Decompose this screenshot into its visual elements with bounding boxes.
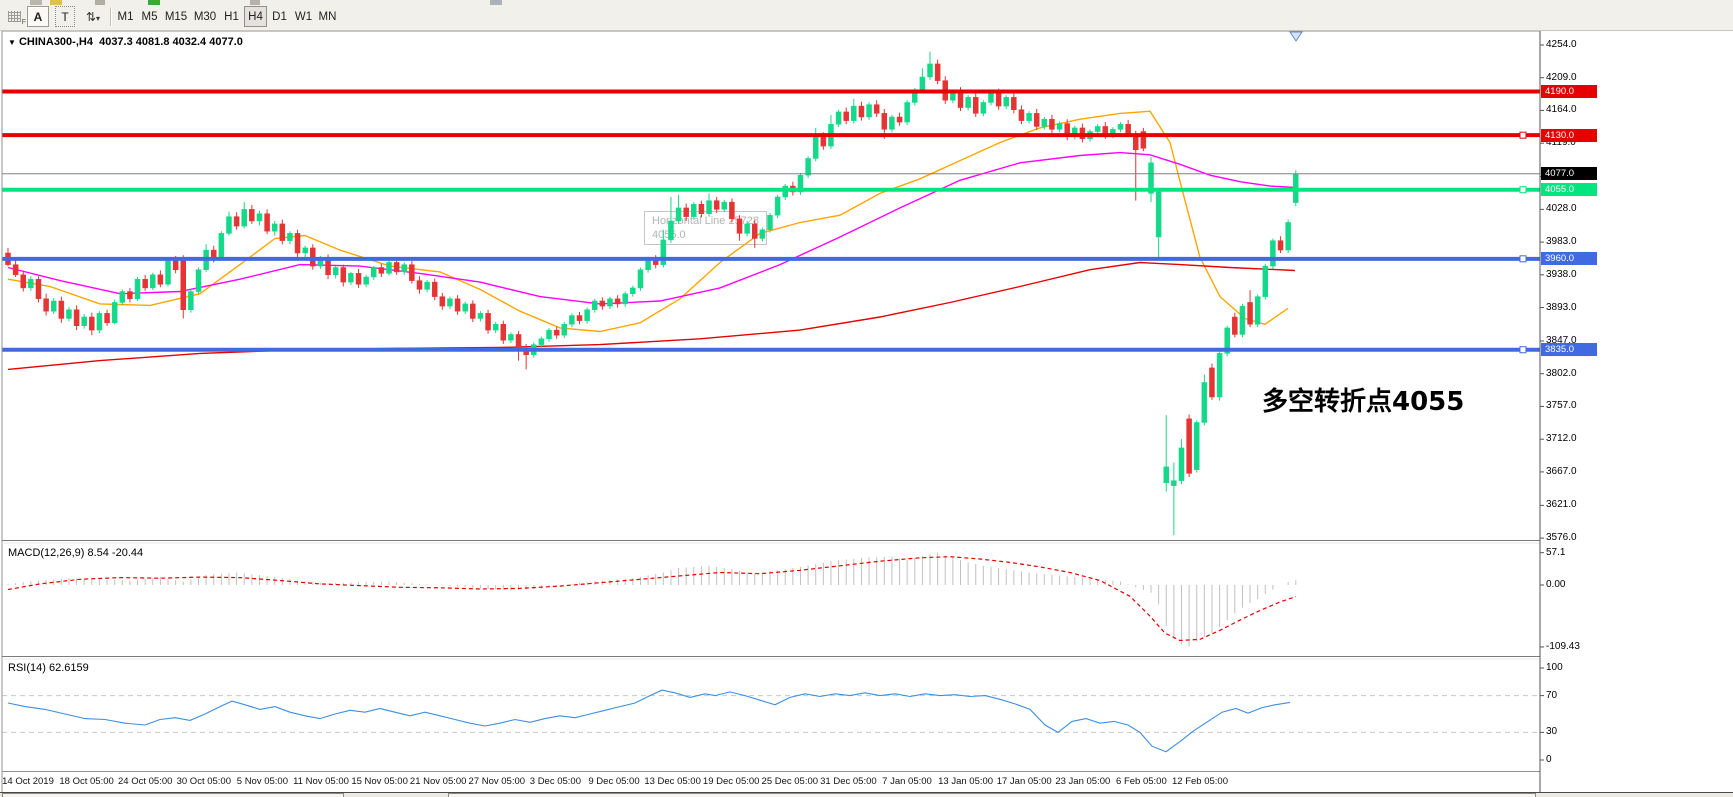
chart-tabs-strip[interactable] — [0, 793, 1733, 797]
timeframe-m30[interactable]: M30 — [191, 6, 219, 27]
chart-symbol: CHINA300-,H4 — [18, 36, 93, 48]
price-tick: 4209.0 — [1546, 71, 1577, 83]
time-tick: 13 Jan 05:00 — [938, 776, 994, 787]
price-badge-4130.0: 4130.0 — [1541, 128, 1597, 142]
price-badge-3960.0: 3960.0 — [1541, 252, 1597, 266]
time-tick: 12 Feb 05:00 — [1172, 776, 1228, 787]
price-badge-3835.0: 3835.0 — [1541, 343, 1597, 357]
timeframe-m15[interactable]: M15 — [162, 6, 190, 27]
tooltip-line1: Horizontal Line 25728 — [652, 215, 760, 227]
time-tick: 15 Nov 05:00 — [351, 776, 408, 787]
ma-slow-red — [7, 261, 1296, 371]
macd-signal-line — [7, 556, 1297, 642]
time-tick: 21 Nov 05:00 — [409, 776, 467, 787]
timeframe-h1[interactable]: H1 — [220, 6, 243, 27]
price-tick: 3621.0 — [1546, 499, 1577, 511]
price-tick: 3893.0 — [1546, 301, 1577, 313]
time-tick: 30 Oct 05:00 — [176, 776, 231, 787]
time-tick: 19 Dec 05:00 — [702, 776, 760, 787]
ohlc-low: 4032.4 — [172, 36, 207, 48]
time-tick: 25 Dec 05:00 — [761, 776, 819, 787]
rsi-line — [7, 689, 1291, 753]
rsi-tick: 70 — [1546, 689, 1558, 701]
turning-point-annotation: 多空转折点4055 — [1262, 387, 1465, 417]
ohlc-high: 4081.8 — [135, 36, 170, 48]
price-tick: 3757.0 — [1546, 400, 1577, 412]
price-badge-4055.0: 4055.0 — [1541, 183, 1597, 197]
object-tooltip: Horizontal Line 25728 4055.0 — [644, 211, 768, 245]
ohlc-close: 4077.0 — [209, 36, 243, 48]
toolbar: F A T ⇅▾ M1 M5 M15 M30 H1 H4 D1 W1 MN — [0, 0, 1733, 31]
symbol-dropdown-icon[interactable]: ▼ — [8, 38, 16, 47]
time-tick: 3 Dec 05:00 — [529, 776, 582, 787]
time-tick: 5 Nov 05:00 — [236, 776, 289, 787]
timeframe-h4[interactable]: H4 — [244, 6, 267, 27]
time-tick: 27 Nov 05:00 — [468, 776, 526, 787]
price-tick: 3712.0 — [1546, 433, 1577, 445]
timeframe-m5[interactable]: M5 — [138, 6, 161, 27]
macd-tick: 57.1 — [1546, 546, 1566, 558]
time-tick: 31 Dec 05:00 — [820, 776, 877, 787]
price-badge-4190.0: 4190.0 — [1541, 85, 1597, 99]
last-bar-marker — [1289, 31, 1303, 42]
price-tick: 4164.0 — [1546, 104, 1577, 116]
macd-label: MACD(12,26,9) 8.54 -20.44 — [8, 547, 144, 559]
timeframe-w1[interactable]: W1 — [292, 6, 315, 27]
time-tick: 18 Oct 05:00 — [59, 776, 114, 787]
toolbar-separator — [110, 8, 112, 26]
timeframe-mn[interactable]: MN — [316, 6, 339, 27]
rsi-tick: 100 — [1546, 662, 1563, 673]
macd-tick: 0.00 — [1546, 579, 1566, 590]
time-tick: 24 Oct 05:00 — [117, 776, 173, 787]
time-tick: 7 Jan 05:00 — [882, 776, 932, 787]
chart-tab[interactable] — [448, 793, 1536, 797]
tooltip-line2: 4055.0 — [652, 229, 686, 241]
price-tick: 3938.0 — [1546, 268, 1577, 280]
price-tick: 3847.0 — [1546, 335, 1577, 346]
price-tick: 4028.0 — [1546, 203, 1577, 215]
chevron-down-icon: ▾ — [96, 13, 101, 23]
price-tick: 3983.0 — [1546, 236, 1577, 248]
macd-tick: -109.43 — [1546, 640, 1580, 652]
price-tick: 4254.0 — [1546, 39, 1577, 50]
time-tick: 11 Nov 05:00 — [293, 776, 349, 787]
crosshair-grid-button[interactable]: F — [4, 6, 26, 27]
rsi-tick: 0 — [1546, 754, 1552, 765]
price-tick: 3576.0 — [1546, 532, 1577, 544]
grid-f-icon: F — [8, 11, 26, 26]
time-tick: 23 Jan 05:00 — [1055, 776, 1111, 787]
chart-title: ▼ CHINA300-,H4 4037.3 4081.8 4032.4 4077… — [8, 36, 243, 48]
text-label-button[interactable]: T — [55, 6, 75, 27]
timeframe-m1[interactable]: M1 — [114, 6, 137, 27]
cycle-arrows-button[interactable]: ⇅▾ — [79, 6, 107, 27]
time-tick: 14 Oct 2019 — [2, 776, 54, 787]
rsi-tick: 30 — [1546, 726, 1558, 738]
timeframe-d1[interactable]: D1 — [268, 6, 291, 27]
rsi-label: RSI(14) 62.6159 — [8, 662, 89, 674]
time-tick: 17 Jan 05:00 — [996, 776, 1052, 787]
price-tick: 4119.0 — [1546, 137, 1576, 149]
ohlc-open: 4037.3 — [99, 36, 133, 48]
price-tick: 3667.0 — [1546, 465, 1577, 477]
time-tick: 13 Dec 05:00 — [644, 776, 701, 787]
time-tick: 6 Feb 05:00 — [1116, 776, 1167, 787]
arrows-icon: ⇅ — [85, 9, 97, 24]
price-tick: 3802.0 — [1546, 367, 1577, 379]
time-tick: 9 Dec 05:00 — [588, 776, 640, 787]
current-price-badge: 4077.0 — [1541, 167, 1597, 181]
chart-tab[interactable] — [2, 793, 344, 797]
annotate-text-button[interactable]: A — [27, 6, 49, 27]
